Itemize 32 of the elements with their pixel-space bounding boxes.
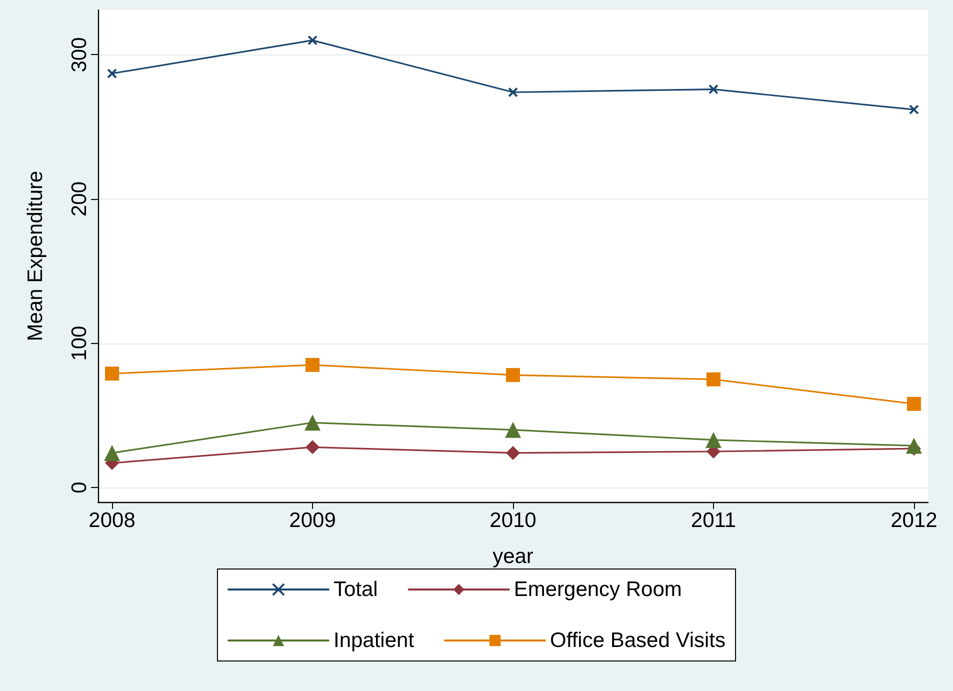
point: [506, 368, 520, 382]
point: [908, 104, 919, 115]
point: [506, 446, 520, 460]
legend-label: Inpatient: [333, 629, 414, 652]
point: [706, 372, 720, 386]
point: [508, 87, 518, 98]
x-tick-label: 2012: [890, 509, 938, 532]
point: [105, 366, 120, 381]
point: [906, 438, 922, 454]
y-axis-title: Mean Expenditure: [24, 170, 47, 342]
x-tick-label: 2011: [690, 509, 736, 532]
legend-label: Emergency Room: [514, 578, 682, 601]
point: [505, 422, 521, 438]
point: [306, 358, 320, 372]
x-axis-title: year: [492, 545, 534, 568]
x-tick-label: 2009: [289, 509, 336, 532]
x-tick-label: 2010: [490, 509, 536, 532]
y-tick-label: 200: [68, 181, 91, 217]
point: [107, 68, 118, 78]
x-tick-label: 2008: [88, 509, 136, 532]
point: [906, 396, 921, 411]
point: [304, 414, 321, 431]
legend-label: Office Based Visits: [550, 629, 726, 652]
y-tick-label: 100: [68, 326, 91, 361]
point: [708, 84, 718, 94]
point: [705, 432, 722, 448]
point: [104, 444, 120, 461]
point: [308, 35, 318, 46]
y-tick-label: 0: [68, 482, 91, 494]
legend-label: Total: [333, 578, 378, 601]
y-tick-label: 300: [68, 37, 91, 72]
point: [306, 440, 320, 454]
